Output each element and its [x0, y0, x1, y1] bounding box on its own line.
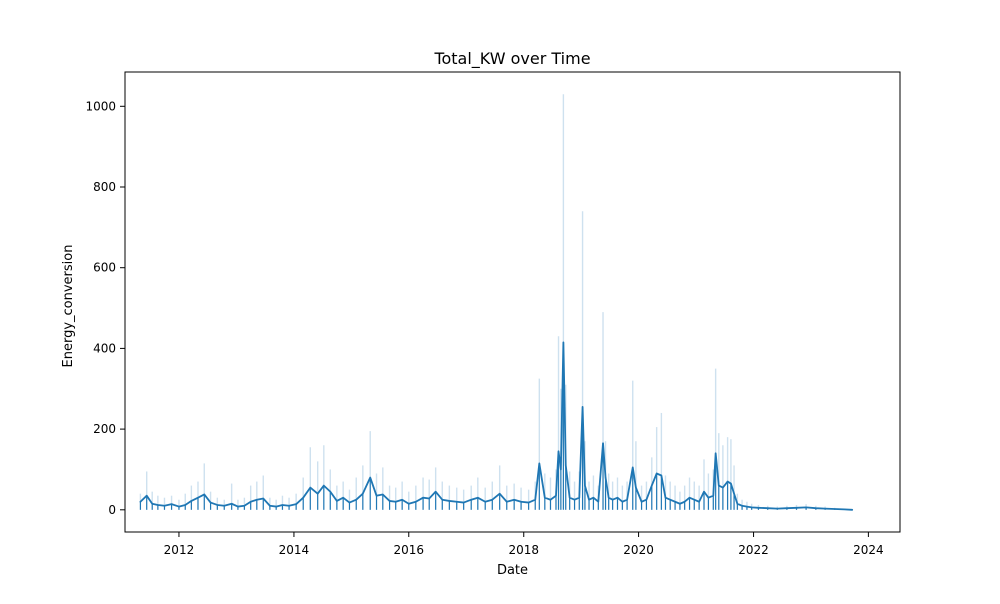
x-tick-label: 2024 — [853, 543, 884, 557]
series-line-layer — [139, 341, 854, 511]
x-tick-label: 2020 — [623, 543, 654, 557]
x-tick-label: 2012 — [164, 543, 195, 557]
x-tick-label: 2018 — [508, 543, 539, 557]
y-tick-label: 800 — [93, 180, 116, 194]
y-tick-label: 600 — [93, 261, 116, 275]
y-tick-label: 1000 — [85, 99, 116, 113]
y-tick-label: 200 — [93, 422, 116, 436]
x-tick-label: 2016 — [393, 543, 424, 557]
y-axis-label: Energy_conversion — [61, 245, 76, 368]
x-tick-label: 2022 — [738, 543, 769, 557]
x-axis-label: Date — [497, 563, 528, 578]
plot-frame — [124, 71, 901, 533]
plot-area — [125, 72, 900, 532]
chart-title: Total_KW over Time — [433, 49, 590, 69]
y-tick-label: 0 — [108, 503, 116, 517]
y-tick-label: 400 — [93, 341, 116, 355]
x-tick-label: 2014 — [279, 543, 310, 557]
x-axis: 2012 2014 2016 2018 2020 2022 2024 — [164, 532, 884, 557]
y-axis: 0 200 400 600 800 1000 — [85, 99, 125, 517]
